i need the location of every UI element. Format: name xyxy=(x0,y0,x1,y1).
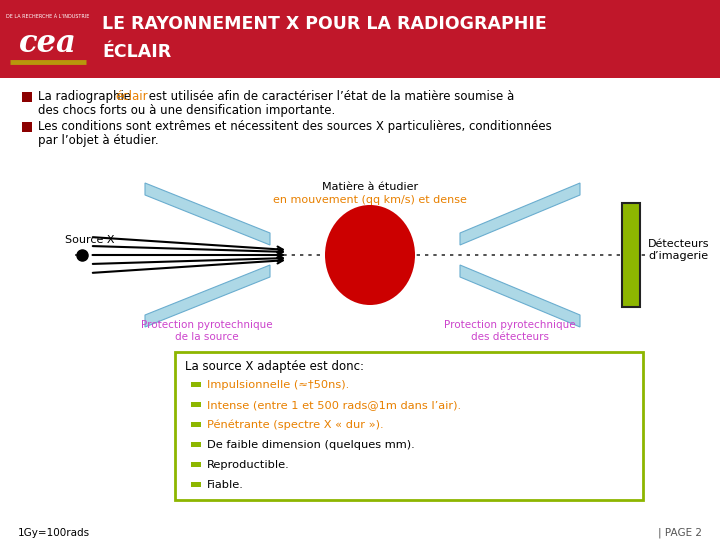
Bar xyxy=(191,442,201,447)
Text: Reproductible.: Reproductible. xyxy=(207,460,289,470)
Text: | PAGE 2: | PAGE 2 xyxy=(658,528,702,538)
Text: Protection pyrotechnique
de la source: Protection pyrotechnique de la source xyxy=(141,320,273,342)
Text: Source X: Source X xyxy=(65,235,114,245)
Bar xyxy=(22,92,32,102)
Polygon shape xyxy=(145,183,270,245)
Text: Fiable.: Fiable. xyxy=(207,480,244,490)
Text: Détecteurs
d’imagerie: Détecteurs d’imagerie xyxy=(648,239,709,261)
Text: éclair: éclair xyxy=(116,90,148,103)
Text: DE LA RECHERCHE À L'INDUSTRIE: DE LA RECHERCHE À L'INDUSTRIE xyxy=(6,14,90,19)
Text: est utilisée afin de caractériser l’état de la matière soumise à: est utilisée afin de caractériser l’état… xyxy=(145,90,514,103)
Text: par l’objet à étudier.: par l’objet à étudier. xyxy=(38,134,158,147)
Text: De faible dimension (quelques mm).: De faible dimension (quelques mm). xyxy=(207,440,415,450)
Bar xyxy=(191,422,201,427)
Text: des chocs forts ou à une densification importante.: des chocs forts ou à une densification i… xyxy=(38,104,336,117)
Text: La radiographie: La radiographie xyxy=(38,90,135,103)
Text: Matière à étudier: Matière à étudier xyxy=(322,182,418,192)
Text: ÉCLAIR: ÉCLAIR xyxy=(102,43,171,61)
Text: Impulsionnelle (≈†50ns).: Impulsionnelle (≈†50ns). xyxy=(207,380,349,390)
FancyBboxPatch shape xyxy=(175,352,643,500)
Bar xyxy=(191,462,201,467)
Polygon shape xyxy=(145,265,270,327)
Text: cea: cea xyxy=(19,28,77,59)
Text: La source X adaptée est donc:: La source X adaptée est donc: xyxy=(185,360,364,373)
Text: en mouvement (qq km/s) et dense: en mouvement (qq km/s) et dense xyxy=(273,195,467,205)
Bar xyxy=(22,122,32,132)
Polygon shape xyxy=(460,265,580,327)
Text: Les conditions sont extrêmes et nécessitent des sources X particulières, conditi: Les conditions sont extrêmes et nécessit… xyxy=(38,120,552,133)
Bar xyxy=(622,203,640,307)
Text: LE RAYONNEMENT X POUR LA RADIOGRAPHIE: LE RAYONNEMENT X POUR LA RADIOGRAPHIE xyxy=(102,15,546,33)
Bar xyxy=(0,78,720,540)
Text: 1Gy=100rads: 1Gy=100rads xyxy=(18,528,90,538)
Ellipse shape xyxy=(325,205,415,305)
Bar xyxy=(0,0,720,78)
Text: Intense (entre 1 et 500 rads@1m dans l’air).: Intense (entre 1 et 500 rads@1m dans l’a… xyxy=(207,400,461,410)
Bar xyxy=(191,382,201,387)
Bar xyxy=(191,482,201,487)
Text: Protection pyrotechnique
des détecteurs: Protection pyrotechnique des détecteurs xyxy=(444,320,576,342)
Text: Pénétrante (spectre X « dur »).: Pénétrante (spectre X « dur »). xyxy=(207,420,384,430)
Bar xyxy=(5,5,90,73)
Bar xyxy=(191,402,201,407)
Polygon shape xyxy=(460,183,580,245)
